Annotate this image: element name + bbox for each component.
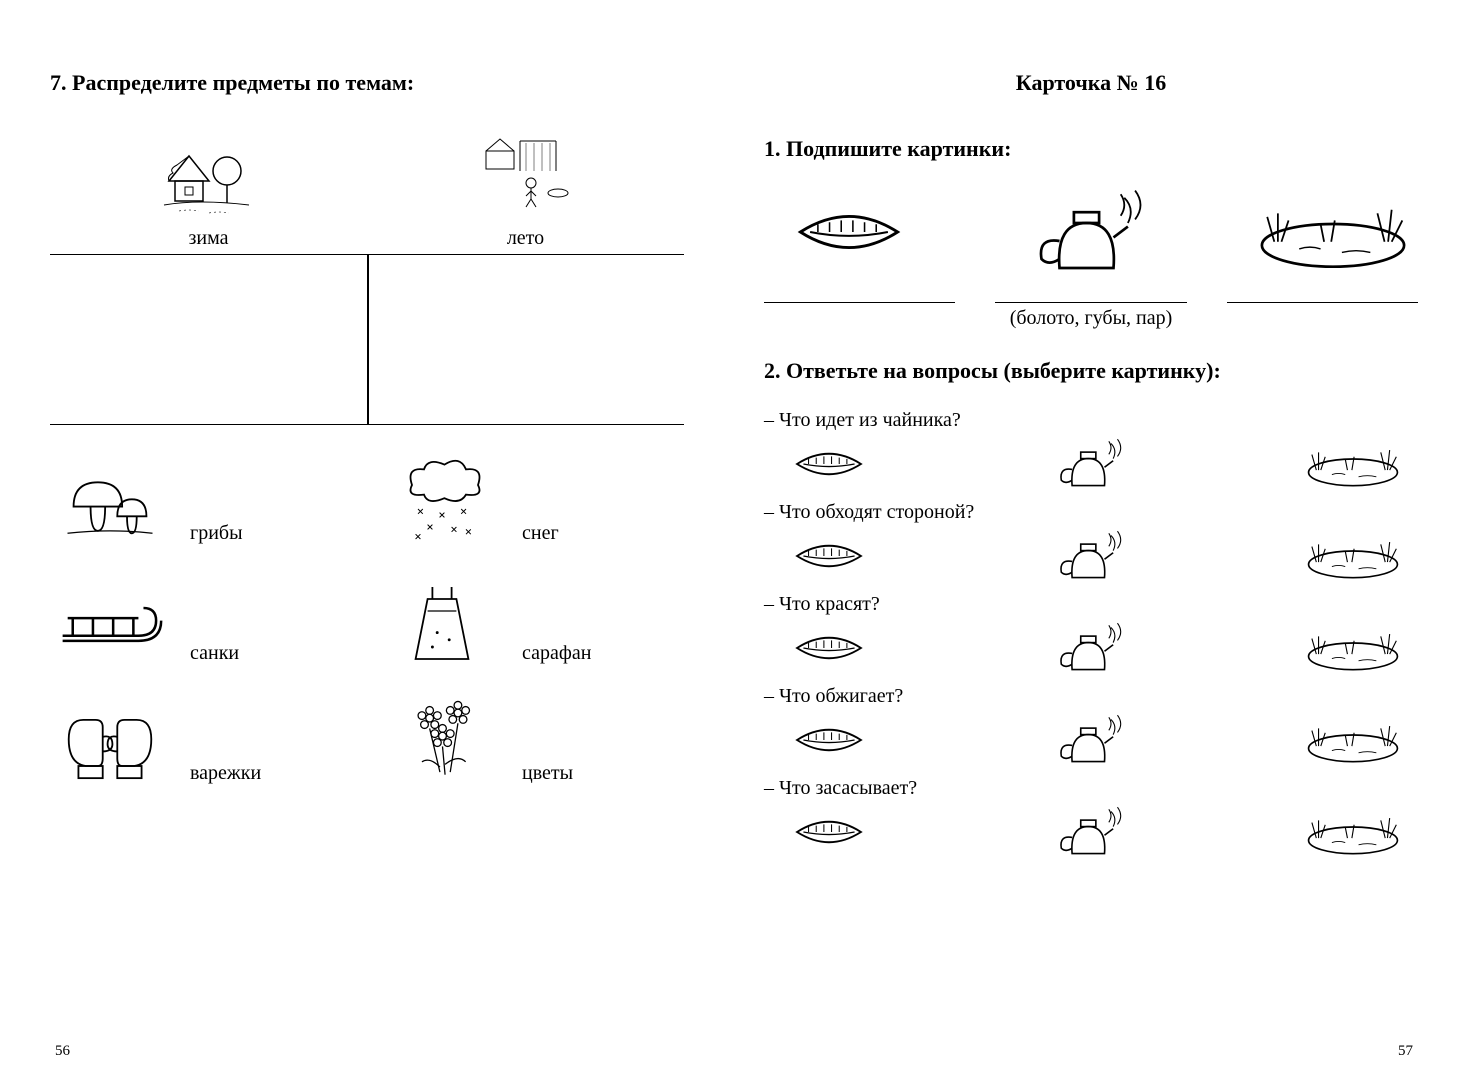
task1-hint: (болото, губы, пар) [764, 307, 1418, 330]
winter-scene-icon [69, 121, 349, 227]
task1-pictures [764, 187, 1418, 277]
item-mushrooms-label: грибы [190, 522, 243, 545]
blank-2[interactable] [995, 285, 1186, 303]
page-right: Карточка № 16 1. Подпишите картинки: (бо… [734, 0, 1468, 1080]
item-mushrooms: грибы [50, 455, 352, 545]
q4-kettle-icon[interactable] [1026, 712, 1156, 767]
q5-kettle-icon[interactable] [1026, 804, 1156, 859]
item-sled: санки [50, 575, 352, 665]
task1-blanks [764, 285, 1418, 303]
flowers-icon [382, 695, 502, 785]
item-snow-label: снег [522, 522, 559, 545]
divider-bottom [50, 424, 684, 426]
mushrooms-icon [50, 455, 170, 545]
item-mittens-label: варежки [190, 762, 261, 785]
q4-lips-icon[interactable] [764, 712, 894, 767]
item-sled-label: санки [190, 642, 239, 665]
q3-swamp-icon[interactable] [1288, 620, 1418, 675]
item-flowers: цветы [382, 695, 684, 785]
q5-lips-icon[interactable] [764, 804, 894, 859]
q1-swamp-icon[interactable] [1288, 436, 1418, 491]
item-snow: снег [382, 455, 684, 545]
task2-number: 2. [764, 358, 781, 383]
blank-1[interactable] [764, 285, 955, 303]
q3-lips-icon[interactable] [764, 620, 894, 675]
season-winter: зима [69, 121, 349, 250]
page-number-right: 57 [1398, 1043, 1413, 1060]
q1-kettle-icon[interactable] [1026, 436, 1156, 491]
question-4: – Что обжигает? [764, 685, 1418, 767]
card-title: Карточка № 16 [764, 70, 1418, 96]
snow-icon [382, 455, 502, 545]
item-mittens: варежки [50, 695, 352, 785]
question-2-options [764, 528, 1418, 583]
question-1: – Что идет из чайника? [764, 409, 1418, 491]
question-2: – Что обходят стороной? [764, 501, 1418, 583]
season-summer-label: лето [386, 227, 666, 250]
q5-swamp-icon[interactable] [1288, 804, 1418, 859]
task1-heading: 1. Подпишите картинки: [764, 136, 1418, 162]
divider-vertical [367, 255, 369, 425]
page-number-left: 56 [55, 1043, 70, 1060]
question-3: – Что красят? [764, 593, 1418, 675]
question-3-options [764, 620, 1418, 675]
q4-swamp-icon[interactable] [1288, 712, 1418, 767]
q2-swamp-icon[interactable] [1288, 528, 1418, 583]
dress-icon [382, 575, 502, 665]
item-dress-label: сарафан [522, 642, 591, 665]
question-5-options [764, 804, 1418, 859]
seasons-row: зима лето [50, 121, 684, 250]
task1-number: 1. [764, 136, 781, 161]
swamp-icon [1248, 187, 1418, 277]
task7-number: 7. [50, 70, 67, 95]
kettle-icon [1006, 187, 1176, 277]
item-flowers-label: цветы [522, 762, 573, 785]
task7-heading: 7. Распределите предметы по темам: [50, 70, 684, 96]
questions-block: – Что идет из чайника? – Что обходят сто… [764, 409, 1418, 859]
task2-title: Ответьте на вопросы (выберите картинку): [786, 358, 1221, 383]
sorting-area [50, 255, 684, 425]
task7-title: Распределите предметы по темам: [72, 70, 414, 95]
blank-3[interactable] [1227, 285, 1418, 303]
question-4-options [764, 712, 1418, 767]
question-2-text: – Что обходят стороной? [764, 501, 1418, 524]
task2-heading: 2. Ответьте на вопросы (выберите картинк… [764, 358, 1418, 384]
question-3-text: – Что красят? [764, 593, 1418, 616]
q2-kettle-icon[interactable] [1026, 528, 1156, 583]
summer-scene-icon [386, 121, 666, 227]
season-winter-label: зима [69, 227, 349, 250]
sled-icon [50, 575, 170, 665]
mittens-icon [50, 695, 170, 785]
question-5: – Что засасывает? [764, 777, 1418, 859]
items-grid: грибы снег санки сарафан варежки цветы [50, 455, 684, 785]
season-summer: лето [386, 121, 666, 250]
question-5-text: – Что засасывает? [764, 777, 1418, 800]
page-left: 7. Распределите предметы по темам: зима … [0, 0, 734, 1080]
question-4-text: – Что обжигает? [764, 685, 1418, 708]
q3-kettle-icon[interactable] [1026, 620, 1156, 675]
q1-lips-icon[interactable] [764, 436, 894, 491]
question-1-options [764, 436, 1418, 491]
q2-lips-icon[interactable] [764, 528, 894, 583]
question-1-text: – Что идет из чайника? [764, 409, 1418, 432]
item-dress: сарафан [382, 575, 684, 665]
lips-icon [764, 187, 934, 277]
task1-title: Подпишите картинки: [786, 136, 1011, 161]
